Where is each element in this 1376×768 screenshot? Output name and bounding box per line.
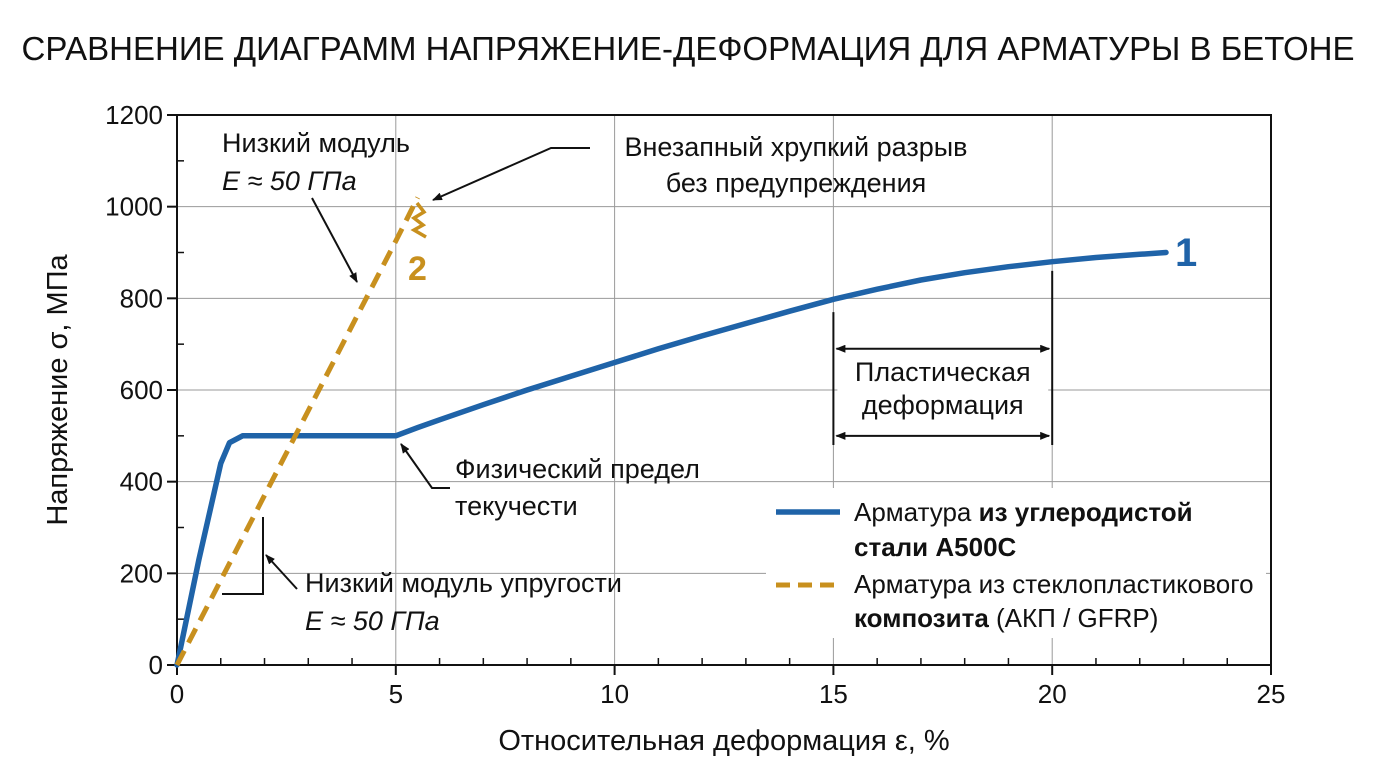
leader-arrow-low-modulus-top [311,197,358,283]
tick-labels: 0 5 10 15 20 25 0 200 400 600 800 1000 1200 [105,100,1285,709]
x-tick-label: 10 [600,679,629,709]
rupture-zigzag [410,201,427,239]
y-tick-label: 600 [120,375,163,405]
y-tick-label: 200 [120,558,163,588]
annotation-plastic-zone-line2: деформация [862,390,1024,420]
annotation-brittle-failure-line1: Внезапный хрупкий разрыв [625,132,968,162]
leader-arrow-yield-point [400,443,450,489]
legend-label-steel-line2: стали А500С [854,532,1017,562]
x-axis-label: Относительная деформация ε, % [498,725,949,757]
minor-ticks [177,160,1228,665]
annotation-low-modulus-bottom-line2: E ≈ 50 ГПа [305,606,440,636]
legend-background [766,488,1266,638]
x-tick-label: 5 [389,679,403,709]
annotation-plastic-zone-line1: Пластическая [855,357,1031,387]
x-tick-label: 0 [170,679,184,709]
annotation-yield-point-line2: текучести [455,491,578,521]
legend-label-gfrp-bold: композита [854,603,989,633]
x-tick-label: 20 [1038,679,1067,709]
annotation-brittle-failure-line2: без предупреждения [666,168,927,198]
legend-label-steel-bold: из углеродистой [979,497,1193,527]
legend-label-gfrp-line1: Арматура из стеклопластикового [854,569,1254,599]
x-tick-label: 25 [1257,679,1286,709]
y-tick-label: 1000 [105,192,163,222]
legend-label-gfrp-plain: (АКП / GFRP) [989,603,1159,633]
annotation-yield-point-line1: Физический предел [455,454,700,484]
series-marker-gfrp: 2 [408,250,427,288]
y-tick-label: 400 [120,467,163,497]
chart-title: СРАВНЕНИЕ ДИАГРАММ НАПРЯЖЕНИЕ-ДЕФОРМАЦИЯ… [22,30,1355,67]
slope-triangle [222,517,264,595]
plastic-deformation-zone: Пластическая деформация [832,270,1054,445]
legend-label-gfrp-line2: композита (АКП / GFRP) [854,603,1158,633]
legend-label-steel-plain: Арматура [854,497,979,527]
series-marker-steel: 1 [1175,231,1197,275]
legend-label-steel-line1: Арматура из углеродистой [854,497,1193,527]
plot-frame [176,114,1272,666]
y-tick-label: 0 [149,650,163,680]
y-tick-label: 1200 [105,100,163,130]
series-line-steel [174,249,1169,668]
y-tick-label: 800 [120,283,163,313]
x-tick-label: 15 [819,679,848,709]
plastic-zone-label-background [837,356,1049,428]
leader-arrow-brittle-failure [432,147,590,201]
y-axis-label: Напряжение σ, МПа [42,253,74,525]
legend: Арматура из углеродистой стали А500С Арм… [766,488,1266,638]
annotation-low-modulus-bottom-line1: Низкий модуль упругости [305,568,622,598]
annotation-low-modulus-top-line1: Низкий модуль [222,128,410,158]
series-line-gfrp [174,196,420,667]
leader-arrow-low-modulus-bottom [265,554,298,590]
annotation-low-modulus-top-line2: E ≈ 50 ГПа [222,166,357,196]
